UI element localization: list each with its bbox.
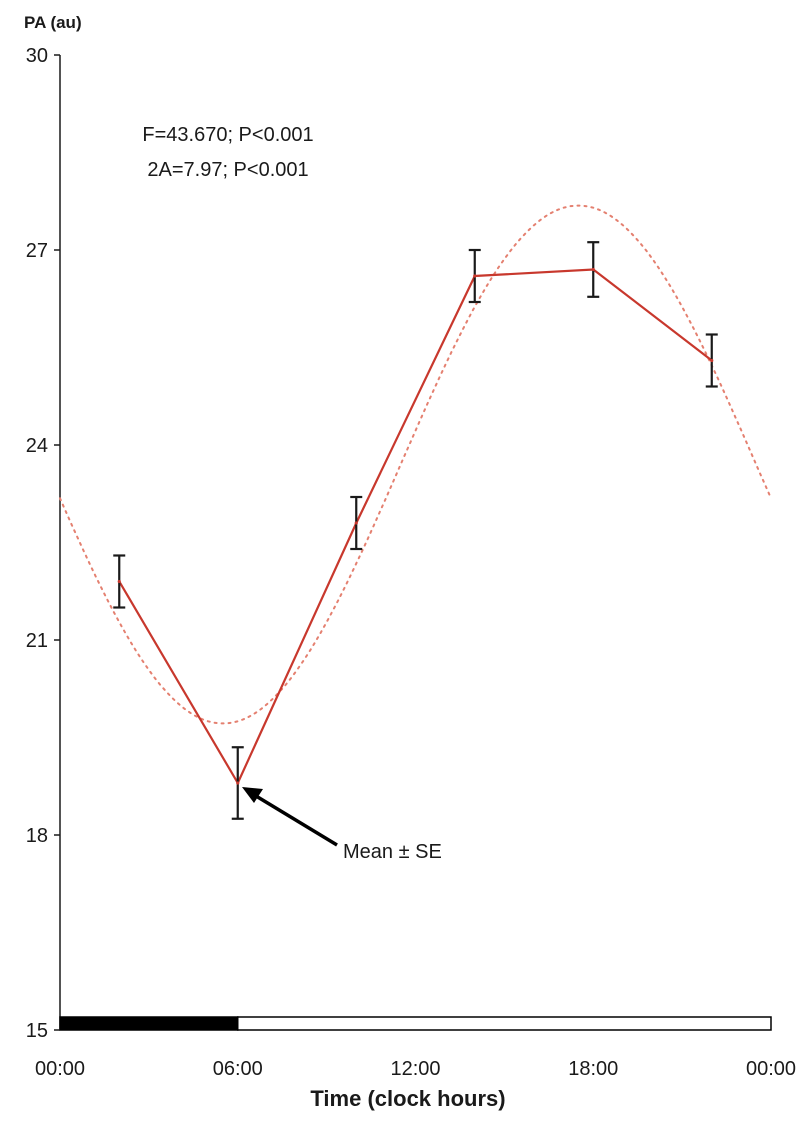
y-axis-ticks: 15 18 21 24 27 30 [26, 45, 60, 1042]
light-period [237, 1016, 772, 1031]
data-point [710, 358, 714, 363]
y-tick-label: 15 [26, 1020, 48, 1042]
annotation-arrowhead [242, 787, 263, 803]
x-axis-label: Time (clock hours) [310, 1086, 505, 1111]
annotation-arrow-shaft [255, 794, 338, 847]
y-tick-label: 27 [26, 240, 48, 262]
light-dark-bar [59, 1016, 772, 1031]
mean-se-annotation: Mean ± SE [242, 787, 442, 863]
y-tick-label: 18 [26, 825, 48, 847]
x-axis-ticks: 00:00 06:00 12:00 18:00 00:00 [35, 1058, 796, 1080]
y-axis-label: PA (au) [24, 13, 82, 32]
x-tick-label: 18:00 [568, 1058, 618, 1080]
cosinor-fit-curve [59, 204, 772, 725]
mean-series [118, 268, 713, 786]
y-tick-label: 30 [26, 45, 48, 67]
x-tick-label: 12:00 [390, 1058, 440, 1080]
x-tick-label: 00:00 [746, 1058, 796, 1080]
data-point [117, 579, 121, 584]
x-tick-label: 00:00 [35, 1058, 85, 1080]
y-tick-label: 21 [26, 630, 48, 652]
y-tick-label: 24 [26, 435, 48, 457]
data-point [236, 781, 240, 785]
statistics-line-1: F=43.670; P<0.001 [142, 124, 313, 146]
data-point [473, 274, 477, 278]
error-bars [113, 241, 718, 820]
data-point [591, 267, 595, 272]
dark-period [59, 1016, 239, 1031]
statistics-line-2: 2A=7.97; P<0.001 [147, 159, 308, 181]
x-tick-label: 06:00 [213, 1058, 263, 1080]
mean-line [118, 268, 713, 786]
annotation-label: Mean ± SE [343, 841, 442, 863]
cosinor-fit [59, 204, 772, 725]
data-point [354, 521, 358, 525]
